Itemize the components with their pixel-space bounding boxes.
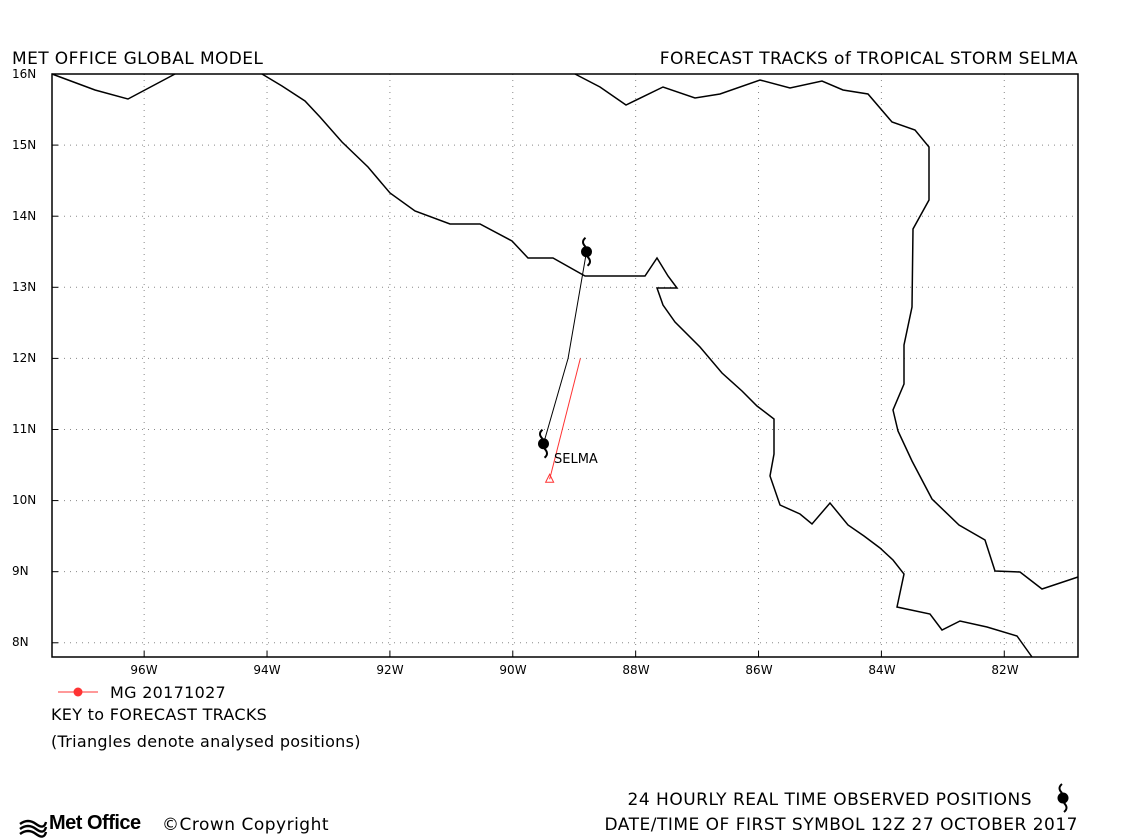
lat-label-14n: 14N <box>12 209 37 223</box>
header-left-title: MET OFFICE GLOBAL MODEL <box>12 49 264 69</box>
coastline-pacific <box>261 73 1033 658</box>
copyright-text: ©Crown Copyright <box>162 815 330 835</box>
observed-storm-symbol-end <box>537 428 549 459</box>
lon-label-90w: 90W <box>499 663 527 677</box>
observed-track-line <box>543 251 587 444</box>
lat-label-12n: 12N <box>12 351 37 365</box>
lon-label-96w: 96W <box>130 663 158 677</box>
observed-storm-symbol-start <box>581 236 593 267</box>
lon-label-92w: 92W <box>376 663 404 677</box>
lon-label-94w: 94W <box>253 663 281 677</box>
map-grid <box>52 73 1078 657</box>
lat-label-11n: 11N <box>12 422 37 436</box>
lon-label-86w: 86W <box>745 663 773 677</box>
key-model-label: MG 20171027 <box>110 683 227 702</box>
met-office-logo-icon <box>19 819 48 838</box>
first-symbol-datetime: DATE/TIME OF FIRST SYMBOL 12Z 27 OCTOBER… <box>604 815 1078 835</box>
key-legend-marker <box>73 687 83 697</box>
lat-label-13n: 13N <box>12 280 37 294</box>
map-frame <box>51 73 1079 658</box>
observed-storm-symbol <box>1057 783 1069 813</box>
coastline-caribbean <box>574 73 1079 590</box>
storm-name-label: SELMA <box>554 452 598 467</box>
lat-label-8n: 8N <box>12 635 29 649</box>
lat-label-15n: 15N <box>12 138 37 152</box>
lat-label-10n: 10N <box>12 493 37 507</box>
forecast-track-line <box>549 358 581 480</box>
header-right-title: FORECAST TRACKS of TROPICAL STORM SELMA <box>659 49 1078 69</box>
observed-positions-label: 24 HOURLY REAL TIME OBSERVED POSITIONS <box>627 790 1032 810</box>
lon-label-82w: 82W <box>991 663 1019 677</box>
met-office-logo-text: Met Office <box>49 812 141 834</box>
analysed-position-triangle <box>544 473 555 483</box>
key-note: (Triangles denote analysed positions) <box>51 732 361 751</box>
lon-label-84w: 84W <box>868 663 896 677</box>
key-title: KEY to FORECAST TRACKS <box>51 705 268 724</box>
lon-label-88w: 88W <box>622 663 650 677</box>
coastline-north <box>51 73 176 100</box>
lat-label-16n: 16N <box>12 67 37 81</box>
lat-label-9n: 9N <box>12 564 29 578</box>
coastline <box>51 73 1079 658</box>
key-legend-symbol <box>58 687 98 697</box>
